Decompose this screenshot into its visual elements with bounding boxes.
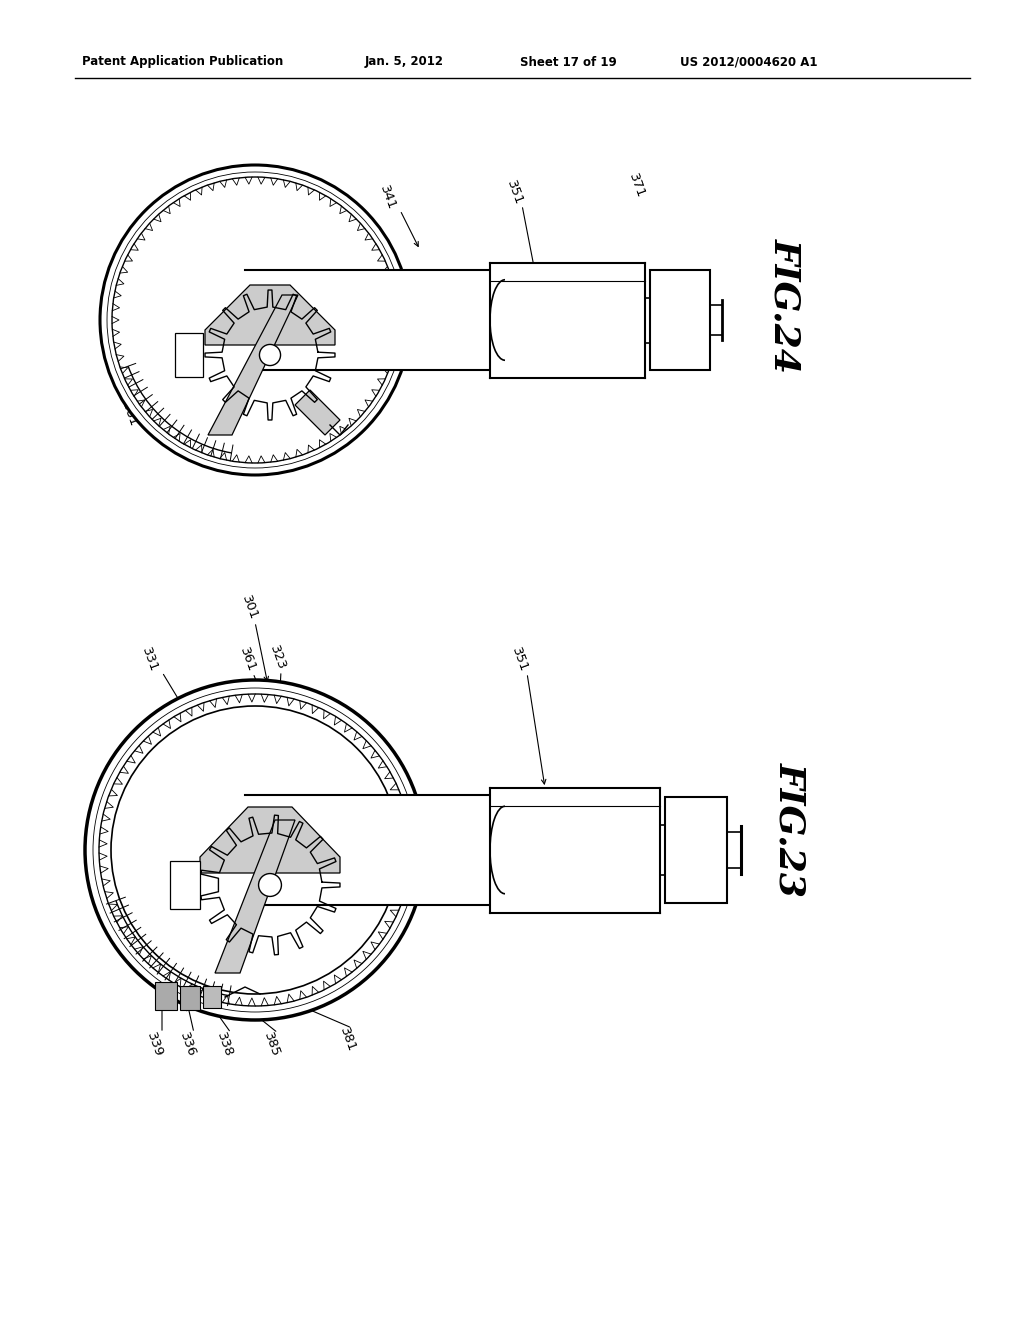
Text: 385: 385 xyxy=(205,421,225,449)
Text: 351: 351 xyxy=(505,178,525,207)
Text: 361: 361 xyxy=(238,645,258,675)
Text: 323: 323 xyxy=(203,178,223,207)
Bar xyxy=(175,333,203,378)
Text: 381: 381 xyxy=(338,1026,358,1055)
Bar xyxy=(203,986,221,1008)
Circle shape xyxy=(100,165,410,475)
Text: 381: 381 xyxy=(120,401,140,429)
Polygon shape xyxy=(200,807,340,873)
Text: 371: 371 xyxy=(627,172,647,201)
FancyBboxPatch shape xyxy=(245,795,590,906)
Polygon shape xyxy=(295,389,340,436)
Text: US 2012/0004620 A1: US 2012/0004620 A1 xyxy=(680,55,817,69)
Text: 341: 341 xyxy=(378,183,398,213)
Bar xyxy=(650,271,710,370)
Text: 351: 351 xyxy=(510,645,530,675)
Polygon shape xyxy=(208,294,298,436)
Text: Jan. 5, 2012: Jan. 5, 2012 xyxy=(365,55,444,69)
Circle shape xyxy=(259,345,281,366)
Bar xyxy=(155,982,177,1010)
Bar xyxy=(180,986,200,1010)
Circle shape xyxy=(85,680,425,1020)
Text: FIG.23: FIG.23 xyxy=(773,763,807,898)
Bar xyxy=(490,788,660,912)
Bar xyxy=(490,263,645,378)
Text: 331: 331 xyxy=(139,645,161,675)
Text: 361: 361 xyxy=(255,166,275,194)
Text: Sheet 17 of 19: Sheet 17 of 19 xyxy=(520,55,616,69)
Text: 339: 339 xyxy=(144,1031,166,1059)
Circle shape xyxy=(258,874,282,896)
Text: 385: 385 xyxy=(261,1031,283,1059)
Text: FIG.24: FIG.24 xyxy=(768,238,802,372)
Polygon shape xyxy=(215,820,295,973)
Text: 338: 338 xyxy=(215,1031,236,1059)
Bar xyxy=(170,861,200,909)
Text: 323: 323 xyxy=(267,644,289,672)
FancyBboxPatch shape xyxy=(245,271,580,370)
Bar xyxy=(665,797,727,903)
Text: Patent Application Publication: Patent Application Publication xyxy=(82,55,284,69)
Text: 336: 336 xyxy=(177,1031,199,1059)
Polygon shape xyxy=(205,285,335,345)
Text: 301: 301 xyxy=(240,594,260,622)
